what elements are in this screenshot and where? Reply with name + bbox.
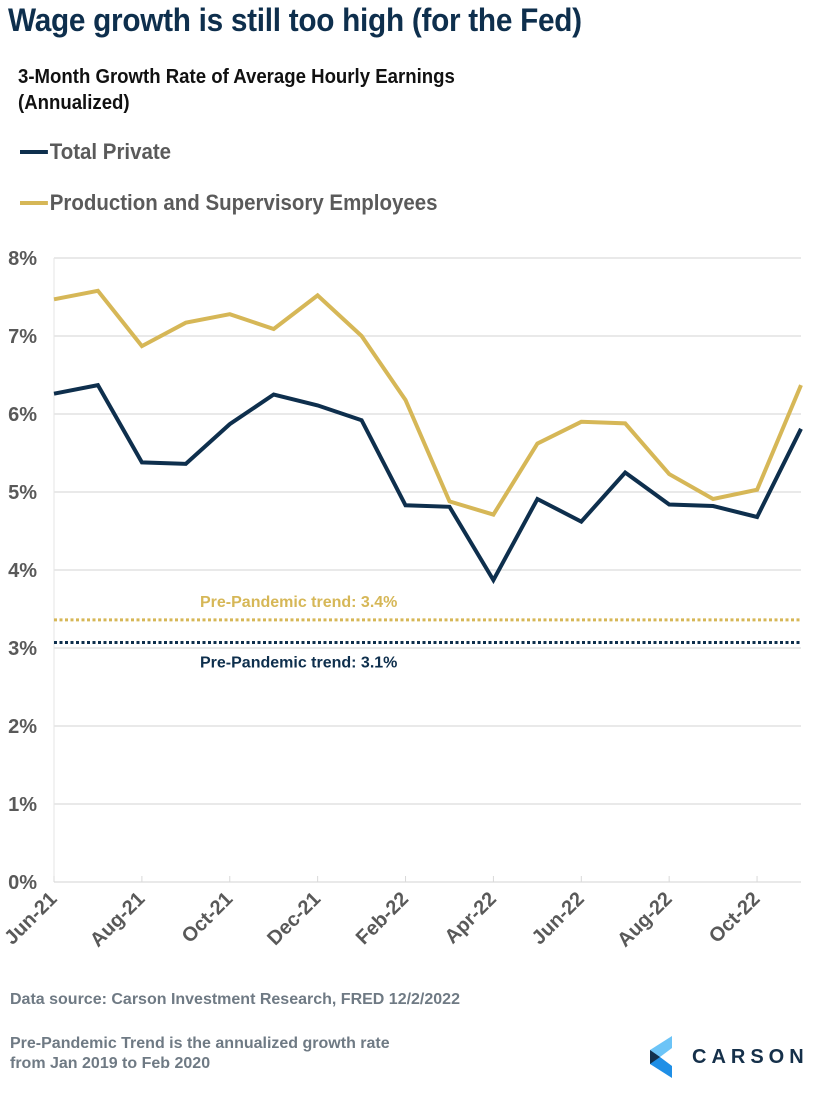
- subtitle-line-1: 3-Month Growth Rate of Average Hourly Ea…: [18, 66, 455, 88]
- trend-label-production: Pre-Pandemic trend: 3.4%: [200, 594, 397, 611]
- carson-logo: CARSON: [650, 1036, 809, 1078]
- chart-subtitle: 3-Month Growth Rate of Average Hourly Ea…: [18, 64, 455, 116]
- legend-swatch-production-supervisory: [20, 201, 48, 205]
- series-layer: [53, 288, 803, 585]
- y-tick-label: 6%: [8, 404, 37, 426]
- series-line-production-supervisory: [53, 288, 803, 517]
- y-tick-label: 7%: [8, 326, 37, 348]
- y-tick-label: 5%: [8, 482, 37, 504]
- trend-note-line-1: Pre-Pandemic Trend is the annualized gro…: [10, 1035, 390, 1052]
- y-tick-label: 0%: [8, 872, 37, 894]
- y-tick-label: 1%: [8, 794, 37, 816]
- legend-item-production-supervisory: Production and Supervisory Employees: [20, 190, 437, 216]
- y-tick-label: 2%: [8, 716, 37, 738]
- x-tick-label: Oct-22: [705, 888, 765, 948]
- x-tick-label: Jun-21: [0, 888, 61, 949]
- x-tick-label: Aug-22: [613, 888, 676, 951]
- x-tick-label: Dec-21: [263, 888, 325, 950]
- chart-title: Wage growth is still too high (for the F…: [8, 2, 582, 38]
- data-source-note: Data source: Carson Investment Research,…: [10, 991, 460, 1008]
- line-chart: Pre-Pandemic trend: 3.4% Pre-Pandemic tre…: [0, 248, 803, 951]
- x-tick-label: Jun-22: [528, 888, 589, 949]
- legend-label-total-private: Total Private: [49, 139, 172, 164]
- y-tick-label: 4%: [8, 560, 37, 582]
- trend-definition-note: Pre-Pandemic Trend is the annualized gro…: [10, 1034, 390, 1074]
- legend-swatch-total-private: [20, 150, 48, 154]
- trend-label-total: Pre-Pandemic trend: 3.1%: [200, 655, 397, 672]
- legend-item-total-private: Total Private: [20, 139, 171, 165]
- subtitle-line-2: (Annualized): [18, 92, 130, 114]
- x-tick-label: Feb-22: [352, 888, 413, 949]
- reference-lines-layer: Pre-Pandemic trend: 3.4% Pre-Pandemic tre…: [54, 594, 801, 672]
- logo-wordmark: CARSON: [692, 1045, 809, 1068]
- series-line-total-private: [53, 382, 803, 585]
- x-tick-label: Aug-21: [86, 888, 149, 951]
- trend-note-line-2: from Jan 2019 to Feb 2020: [10, 1055, 211, 1072]
- y-tick-label: 3%: [8, 638, 37, 660]
- legend-label-production-supervisory: Production and Supervisory Employees: [49, 190, 438, 215]
- x-tick-label: Apr-22: [441, 888, 501, 948]
- x-tick-label: Oct-21: [178, 888, 238, 948]
- y-tick-label: 8%: [8, 248, 37, 270]
- carson-chevron-logo-icon: [650, 1036, 672, 1078]
- grid-layer: [53, 257, 801, 883]
